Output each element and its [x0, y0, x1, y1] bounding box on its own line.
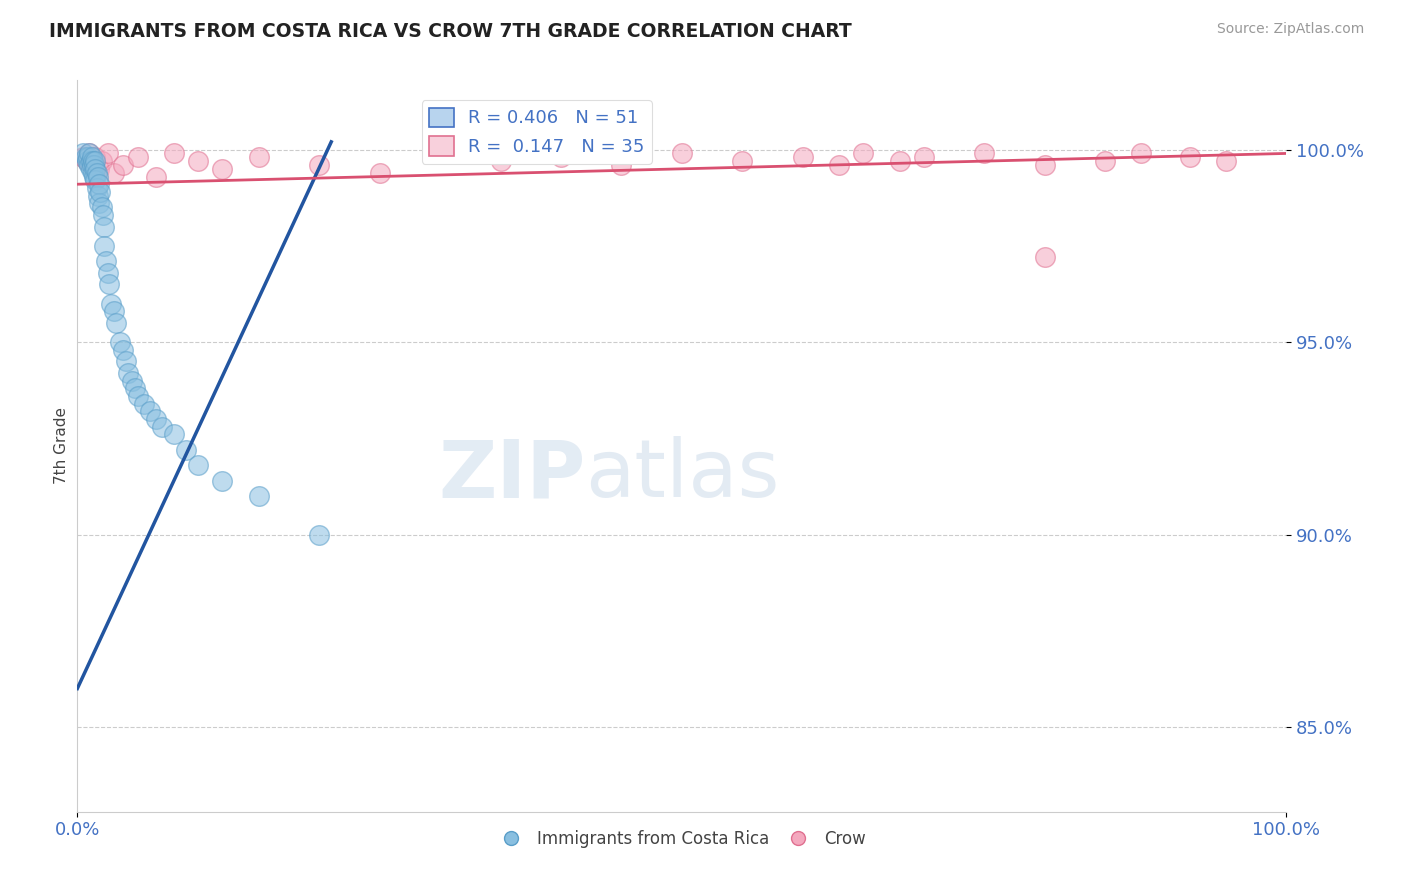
Point [87, 188, 110, 202]
Point [103, 304, 125, 318]
Point [79, 154, 101, 169]
Point [87, 178, 110, 192]
Point [87, 196, 110, 211]
Point [145, 169, 167, 184]
Point [84, 150, 107, 164]
Point [792, 150, 814, 164]
Point [112, 343, 135, 357]
Point [89, 185, 111, 199]
Point [87, 161, 110, 176]
Point [83, 158, 105, 172]
Text: ZIP: ZIP [437, 436, 585, 515]
Point [1178, 150, 1201, 164]
Point [86, 166, 108, 180]
Point [87, 169, 110, 184]
Point [1094, 154, 1116, 169]
Point [97, 277, 120, 292]
Point [127, 389, 149, 403]
Point [84, 161, 107, 176]
Legend: Immigrants from Costa Rica, Crow: Immigrants from Costa Rica, Crow [492, 823, 872, 855]
Point [127, 150, 149, 164]
Point [103, 166, 125, 180]
Point [76, 154, 98, 169]
Point [132, 397, 155, 411]
Point [86, 181, 108, 195]
Point [96, 254, 118, 268]
Point [84, 173, 107, 187]
Point [83, 169, 105, 184]
Point [96, 266, 118, 280]
Point [117, 366, 139, 380]
Point [91, 208, 114, 222]
Point [1215, 154, 1237, 169]
Point [889, 154, 911, 169]
Point [828, 158, 851, 172]
Point [75, 150, 97, 164]
Point [80, 158, 103, 172]
Point [145, 412, 167, 426]
Point [72, 146, 94, 161]
Point [112, 158, 135, 172]
Point [852, 146, 875, 161]
Point [77, 150, 100, 164]
Point [308, 527, 330, 541]
Point [93, 239, 115, 253]
Point [100, 296, 122, 310]
Point [489, 154, 512, 169]
Point [308, 158, 330, 172]
Point [72, 150, 94, 164]
Point [1130, 146, 1153, 161]
Point [1033, 158, 1056, 172]
Point [105, 316, 128, 330]
Text: Source: ZipAtlas.com: Source: ZipAtlas.com [1216, 22, 1364, 37]
Point [550, 150, 572, 164]
Point [82, 166, 104, 180]
Point [973, 146, 995, 161]
Point [912, 150, 935, 164]
Point [90, 154, 112, 169]
Point [368, 166, 391, 180]
Point [84, 154, 107, 169]
Point [429, 146, 451, 161]
Y-axis label: 7th Grade: 7th Grade [53, 408, 69, 484]
Point [82, 154, 104, 169]
Point [79, 146, 101, 161]
Point [247, 489, 270, 503]
Point [211, 474, 233, 488]
Point [96, 146, 118, 161]
Point [671, 146, 693, 161]
Point [124, 381, 146, 395]
Point [731, 154, 754, 169]
Point [114, 354, 136, 368]
Point [90, 200, 112, 214]
Point [187, 458, 209, 473]
Point [80, 158, 103, 172]
Point [174, 442, 197, 457]
Point [79, 161, 101, 176]
Point [163, 427, 186, 442]
Point [79, 158, 101, 172]
Point [121, 374, 143, 388]
Point [150, 419, 173, 434]
Point [108, 334, 131, 349]
Point [76, 154, 98, 169]
Point [79, 146, 101, 161]
Point [163, 146, 186, 161]
Point [1033, 251, 1056, 265]
Point [211, 161, 233, 176]
Point [187, 154, 209, 169]
Point [247, 150, 270, 164]
Text: IMMIGRANTS FROM COSTA RICA VS CROW 7TH GRADE CORRELATION CHART: IMMIGRANTS FROM COSTA RICA VS CROW 7TH G… [49, 22, 852, 41]
Point [610, 158, 633, 172]
Point [93, 219, 115, 234]
Point [80, 150, 103, 164]
Point [139, 404, 162, 418]
Text: atlas: atlas [585, 436, 779, 515]
